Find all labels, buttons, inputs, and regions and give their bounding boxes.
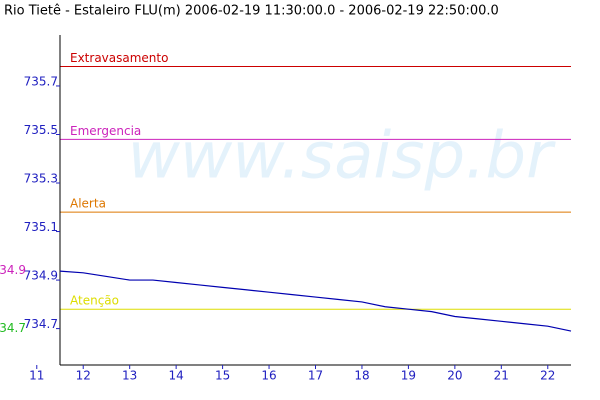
x-tick-label: 13 <box>122 369 137 383</box>
x-tick-label: 12 <box>76 369 91 383</box>
x-tick-label: 21 <box>494 369 509 383</box>
x-tick-label: 19 <box>401 369 416 383</box>
x-tick-label: 16 <box>261 369 276 383</box>
y-tick-label: 734.9 <box>24 269 58 283</box>
watermark: www.saisp.br <box>128 120 557 194</box>
x-tick-label: 15 <box>215 369 230 383</box>
threshold-label: Atenção <box>70 294 119 308</box>
y-tick-label: 735.5 <box>24 123 58 137</box>
threshold-label: Alerta <box>70 197 106 211</box>
x-tick-label: 11 <box>29 369 44 383</box>
y-tick-label: 735.7 <box>24 74 58 88</box>
x-tick-label: 17 <box>308 369 323 383</box>
x-tick-label: 18 <box>354 369 369 383</box>
x-tick-label: 20 <box>447 369 462 383</box>
value-annotation: 734.7 <box>0 321 26 335</box>
threshold-label: Emergencia <box>70 124 141 138</box>
x-tick-label: 14 <box>168 369 183 383</box>
y-tick-label: 734.7 <box>24 317 58 331</box>
y-tick-label: 735.1 <box>24 220 58 234</box>
value-annotation: 734.9 <box>0 263 26 277</box>
data-line <box>59 270 572 332</box>
y-tick-label: 735.3 <box>24 172 58 186</box>
threshold-label: Extravasamento <box>70 51 168 65</box>
x-tick-label: 22 <box>540 369 555 383</box>
chart-title: Rio Tietê - Estaleiro FLU(m) 2006-02-19 … <box>4 4 499 19</box>
